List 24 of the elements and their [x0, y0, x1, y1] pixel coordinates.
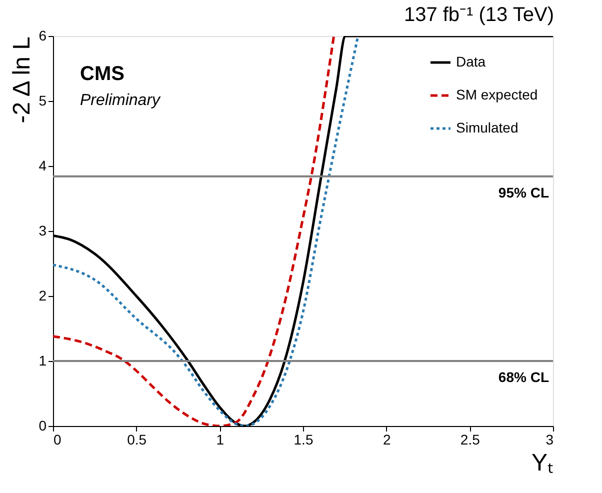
y-tick-label: 4: [38, 158, 47, 174]
y-tick-label: 5: [38, 92, 47, 108]
x-tick-label: 0: [54, 432, 62, 448]
chart-title: 137 fb⁻¹ (13 TeV): [404, 4, 554, 26]
y-tick-label: 0: [38, 418, 47, 434]
y-tick-label: 2: [38, 288, 47, 304]
legend-label: SM expected: [456, 86, 538, 102]
x-tick-label: 2.5: [460, 432, 480, 448]
y-tick-label: 1: [38, 352, 47, 368]
x-tick-label: 1.5: [294, 432, 314, 448]
x-tick-label: 3: [546, 432, 554, 448]
x-tick-label: 1: [216, 432, 224, 448]
x-axis-title: Yₜ: [531, 450, 554, 476]
y-tick-label: 3: [38, 222, 47, 238]
ref-line-label: 95% CL: [498, 184, 550, 200]
annotation: CMS: [80, 63, 124, 85]
legend-label: Data: [456, 54, 486, 70]
ref-line-label: 68% CL: [498, 369, 550, 385]
annotation: Preliminary: [80, 92, 162, 109]
x-tick-label: 0.5: [127, 432, 147, 448]
y-axis-title: -2 Δ ln L: [8, 36, 36, 124]
y-tick-label: 6: [38, 28, 47, 44]
legend-label: Simulated: [456, 120, 518, 136]
x-tick-label: 2: [382, 432, 391, 448]
